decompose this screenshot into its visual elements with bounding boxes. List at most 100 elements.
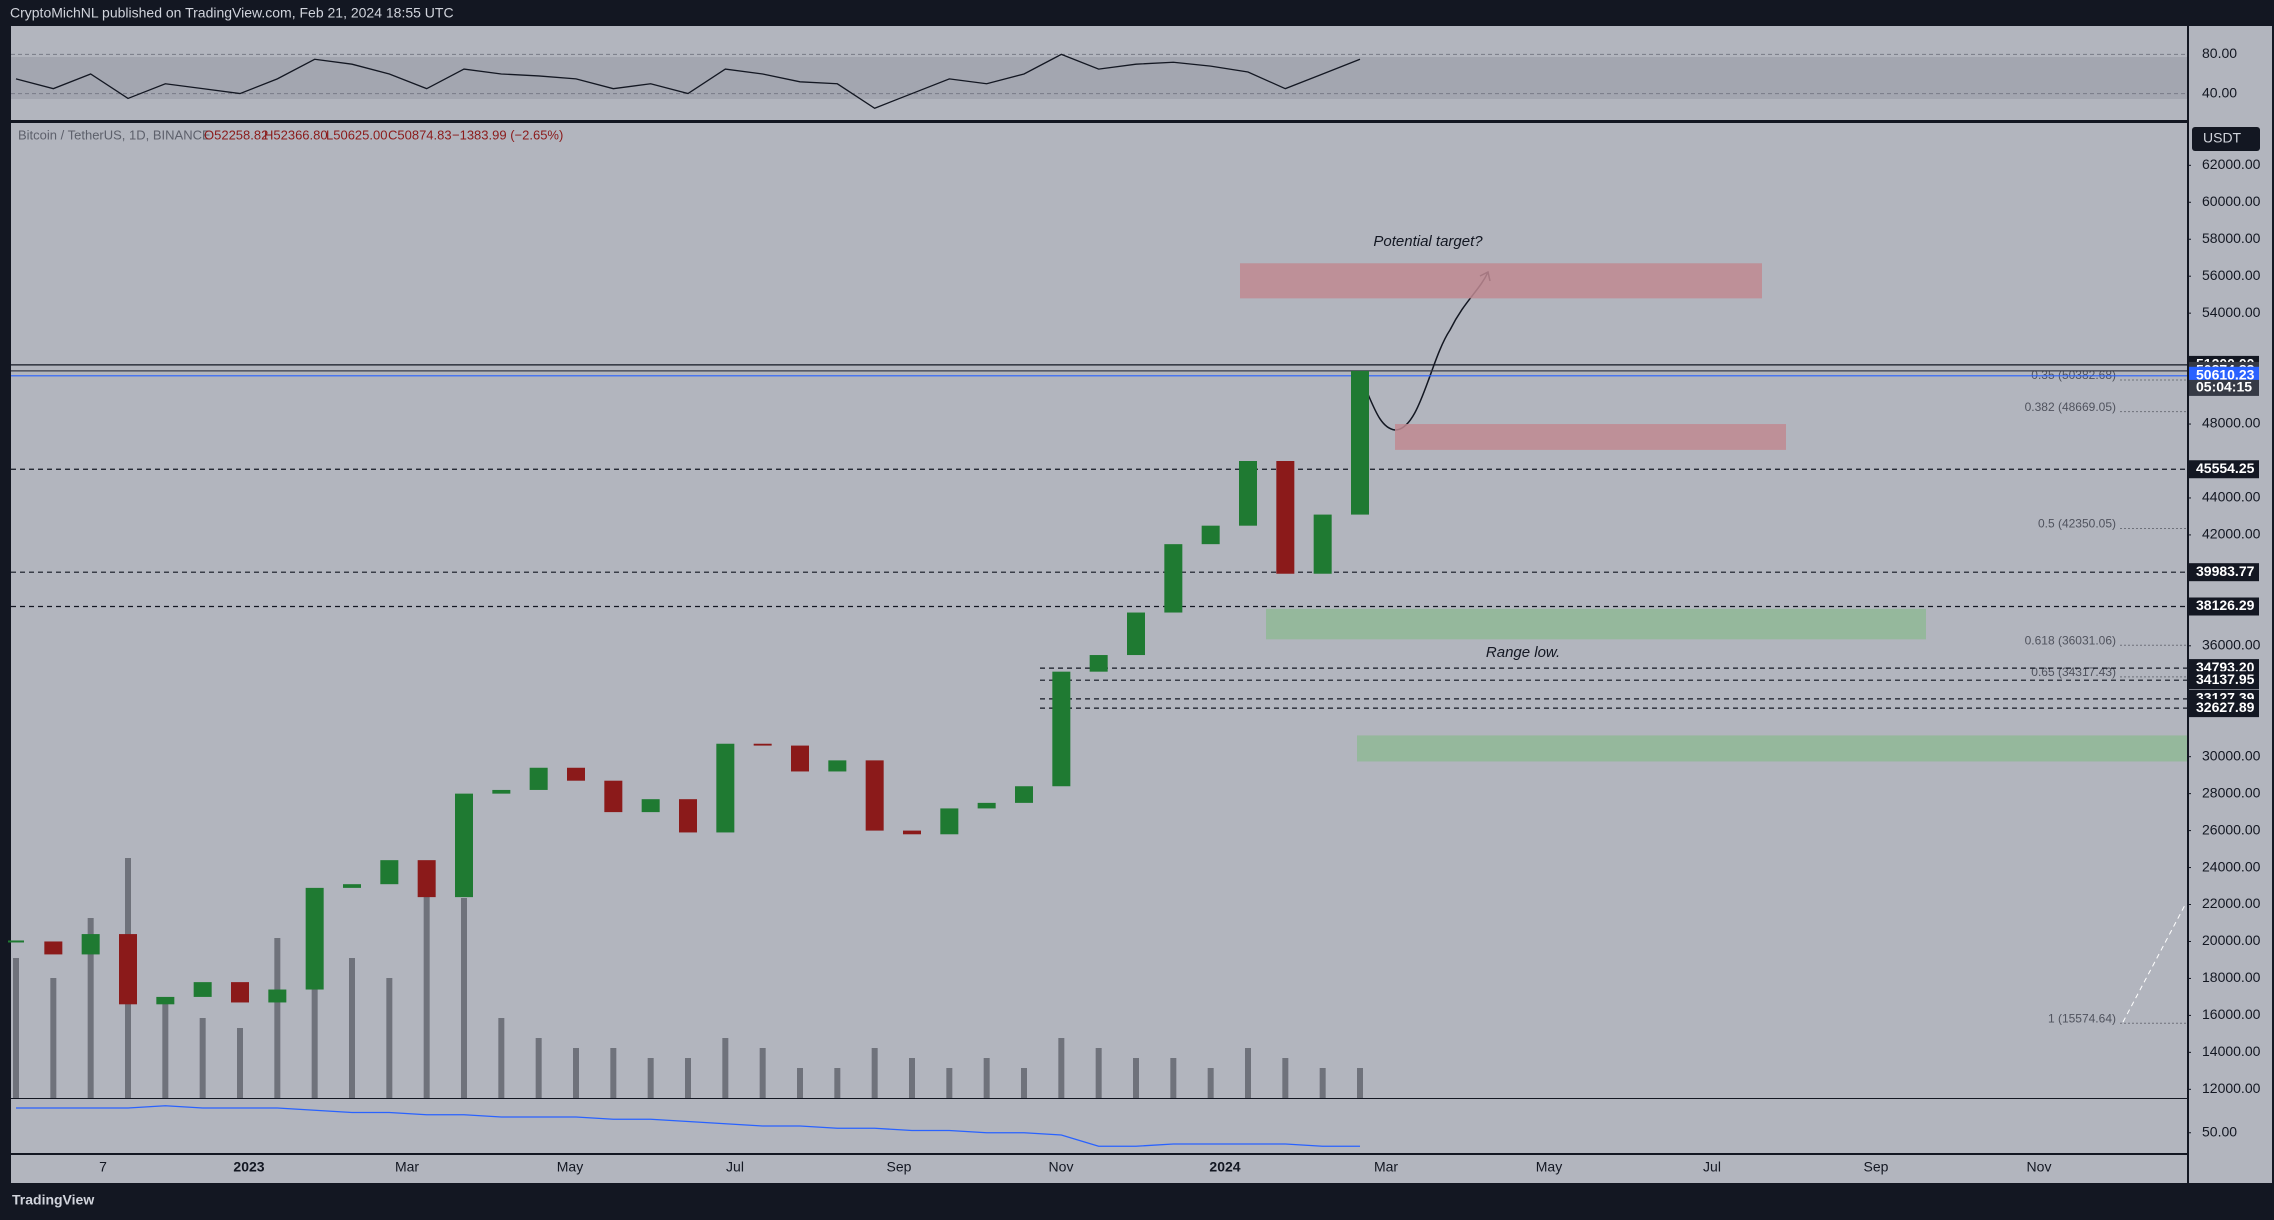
volume-bar	[498, 1018, 505, 1098]
volume-bar	[685, 1058, 691, 1098]
volume-bar	[50, 978, 57, 1098]
fib-label: 0.618 (36031.06)	[2025, 633, 2116, 647]
candle	[1052, 671, 1071, 787]
volume-bar	[1058, 1038, 1065, 1098]
candle	[343, 884, 361, 888]
rsi-tick-label: 40.00	[2202, 84, 2237, 100]
volume-bar	[1207, 1068, 1214, 1098]
volume-bar	[87, 918, 94, 1098]
candle	[604, 780, 623, 813]
candle	[1313, 514, 1332, 574]
price-tag	[2189, 460, 2259, 479]
candle	[305, 887, 324, 990]
y-tick-label: 20000.00	[2202, 932, 2261, 948]
y-tick-label: 14000.00	[2202, 1043, 2261, 1059]
zone	[1357, 735, 2187, 762]
rsi-line	[15, 53, 1361, 109]
candle	[903, 830, 921, 835]
candle	[1164, 544, 1183, 613]
candle	[193, 982, 212, 997]
candle	[679, 799, 697, 833]
price-tag	[2189, 563, 2259, 582]
y-tick-label: 16000.00	[2202, 1006, 2261, 1022]
y-tick-label: 58000.00	[2202, 230, 2261, 246]
x-tick-label: Jul	[1703, 1159, 1721, 1175]
volume-bar	[162, 998, 169, 1098]
zone	[1395, 424, 1786, 450]
volume-bar	[386, 978, 393, 1098]
volume-bar	[834, 1068, 841, 1098]
volume-bar	[1245, 1048, 1251, 1098]
candle	[865, 760, 884, 831]
candle	[791, 745, 809, 772]
candle	[828, 760, 847, 772]
x-tick-label: Nov	[1049, 1159, 1074, 1175]
volume-bar	[1319, 1068, 1326, 1098]
volume-bar	[759, 1048, 766, 1098]
candle	[567, 767, 585, 781]
volume-bar	[349, 958, 355, 1098]
fib-label: 1 (15574.64)	[2048, 1011, 2116, 1025]
price-tag-label: 39983.77	[2196, 563, 2255, 579]
candle	[417, 860, 436, 898]
volume-bar	[909, 1058, 915, 1098]
countdown-box	[2189, 379, 2259, 396]
price-tag-label: 50610.23	[2196, 367, 2255, 383]
volume-bar	[946, 1068, 953, 1098]
symbol: Bitcoin / TetherUS, 1D, BINANCE	[18, 127, 211, 142]
indicator-tick-label: 50.00	[2202, 1123, 2237, 1139]
volume-bar	[1021, 1068, 1027, 1098]
annotation: Potential target?	[1373, 233, 1483, 250]
candle	[1015, 786, 1033, 803]
fib-label: 0.35 (50382.68)	[2031, 368, 2116, 382]
volume-bar	[871, 1048, 878, 1098]
price-tag	[2189, 699, 2259, 718]
y-tick-label: 48000.00	[2202, 415, 2261, 431]
candle	[753, 743, 772, 746]
y-tick-label: 12000.00	[2202, 1080, 2261, 1096]
volume-bar	[1095, 1048, 1102, 1098]
volume-bar	[535, 1038, 542, 1098]
y-tick-label: 62000.00	[2202, 156, 2261, 172]
candle	[455, 793, 473, 898]
y-tick-label: 36000.00	[2202, 636, 2261, 652]
candle	[1201, 525, 1220, 545]
footer: TradingView	[12, 1192, 94, 1208]
x-tick-label: 2023	[233, 1159, 264, 1175]
volume-bar	[573, 1048, 579, 1098]
volume-bar	[722, 1038, 729, 1098]
y-tick-label: 22000.00	[2202, 895, 2261, 911]
volume-bar	[797, 1068, 803, 1098]
candle	[268, 989, 287, 1003]
volume-bar	[461, 898, 467, 1098]
countdown: 05:04:15	[2196, 379, 2252, 395]
annotation: Range low.	[1486, 644, 1560, 661]
candle	[1089, 655, 1108, 672]
candle	[641, 799, 660, 813]
price-tag-label: 45554.25	[2196, 460, 2255, 476]
ohlc-low: L50625.00	[326, 127, 387, 142]
y-tick-label: 60000.00	[2202, 193, 2261, 209]
candle	[231, 982, 249, 1003]
y-tick-label: 30000.00	[2202, 747, 2261, 763]
y-tick-label: 44000.00	[2202, 489, 2261, 505]
x-tick-label: Sep	[1864, 1159, 1889, 1175]
ohlc-open: O52258.82	[204, 127, 268, 142]
y-tick-label: 28000.00	[2202, 784, 2261, 800]
ohlc-close: C50874.83	[388, 127, 452, 142]
volume-bar	[237, 1028, 243, 1098]
candle	[1127, 612, 1145, 656]
y-tick-label: 42000.00	[2202, 526, 2261, 542]
x-tick-label: Jul	[726, 1159, 744, 1175]
ohlc-high: H52366.80	[264, 127, 328, 142]
x-tick-label: Sep	[887, 1159, 912, 1175]
zone	[1266, 608, 1926, 640]
volume-bar	[1357, 1068, 1363, 1098]
price-tag	[2189, 671, 2259, 690]
candle	[977, 802, 996, 809]
price-tag-label: 38126.29	[2196, 597, 2255, 613]
candle	[156, 996, 175, 1005]
x-tick-label: Mar	[1374, 1159, 1398, 1175]
volume-bar	[199, 1018, 206, 1098]
y-tick-label: 26000.00	[2202, 821, 2261, 837]
